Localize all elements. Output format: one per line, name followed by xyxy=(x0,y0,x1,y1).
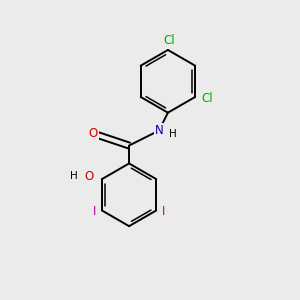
Text: I: I xyxy=(162,206,165,218)
Text: O: O xyxy=(84,169,93,183)
Text: H: H xyxy=(70,171,77,181)
Text: H: H xyxy=(169,129,176,139)
Text: Cl: Cl xyxy=(202,92,213,105)
Text: N: N xyxy=(154,124,163,137)
Text: Cl: Cl xyxy=(164,34,175,47)
Text: O: O xyxy=(88,127,98,140)
Text: I: I xyxy=(93,206,96,218)
